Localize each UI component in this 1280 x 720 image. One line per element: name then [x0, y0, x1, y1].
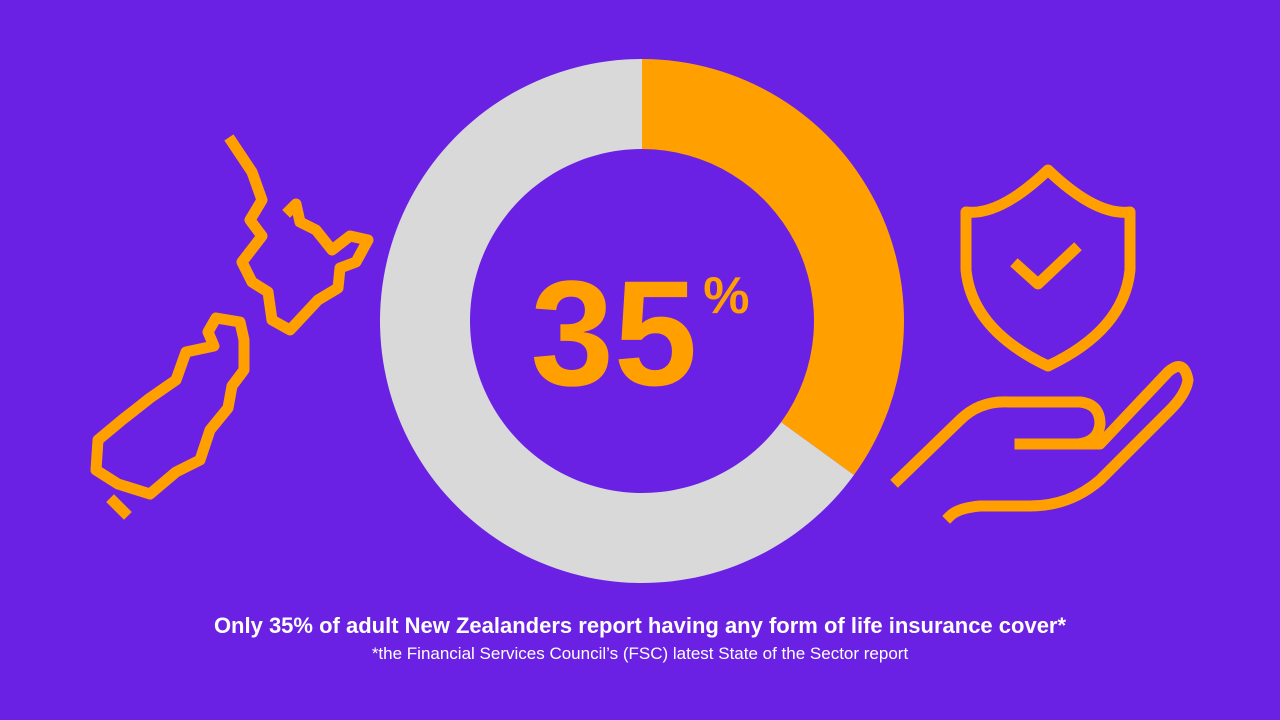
new-zealand-icon: [90, 134, 374, 520]
center-label: 35%: [530, 249, 749, 417]
footnote: *the Financial Services Council’s (FSC) …: [372, 644, 909, 663]
insurance-icon: [890, 164, 1194, 524]
donut-chart: [380, 59, 905, 583]
headline: Only 35% of adult New Zealanders report …: [214, 613, 1067, 638]
donut-segment: [642, 59, 905, 475]
donut-segment: [380, 59, 854, 583]
